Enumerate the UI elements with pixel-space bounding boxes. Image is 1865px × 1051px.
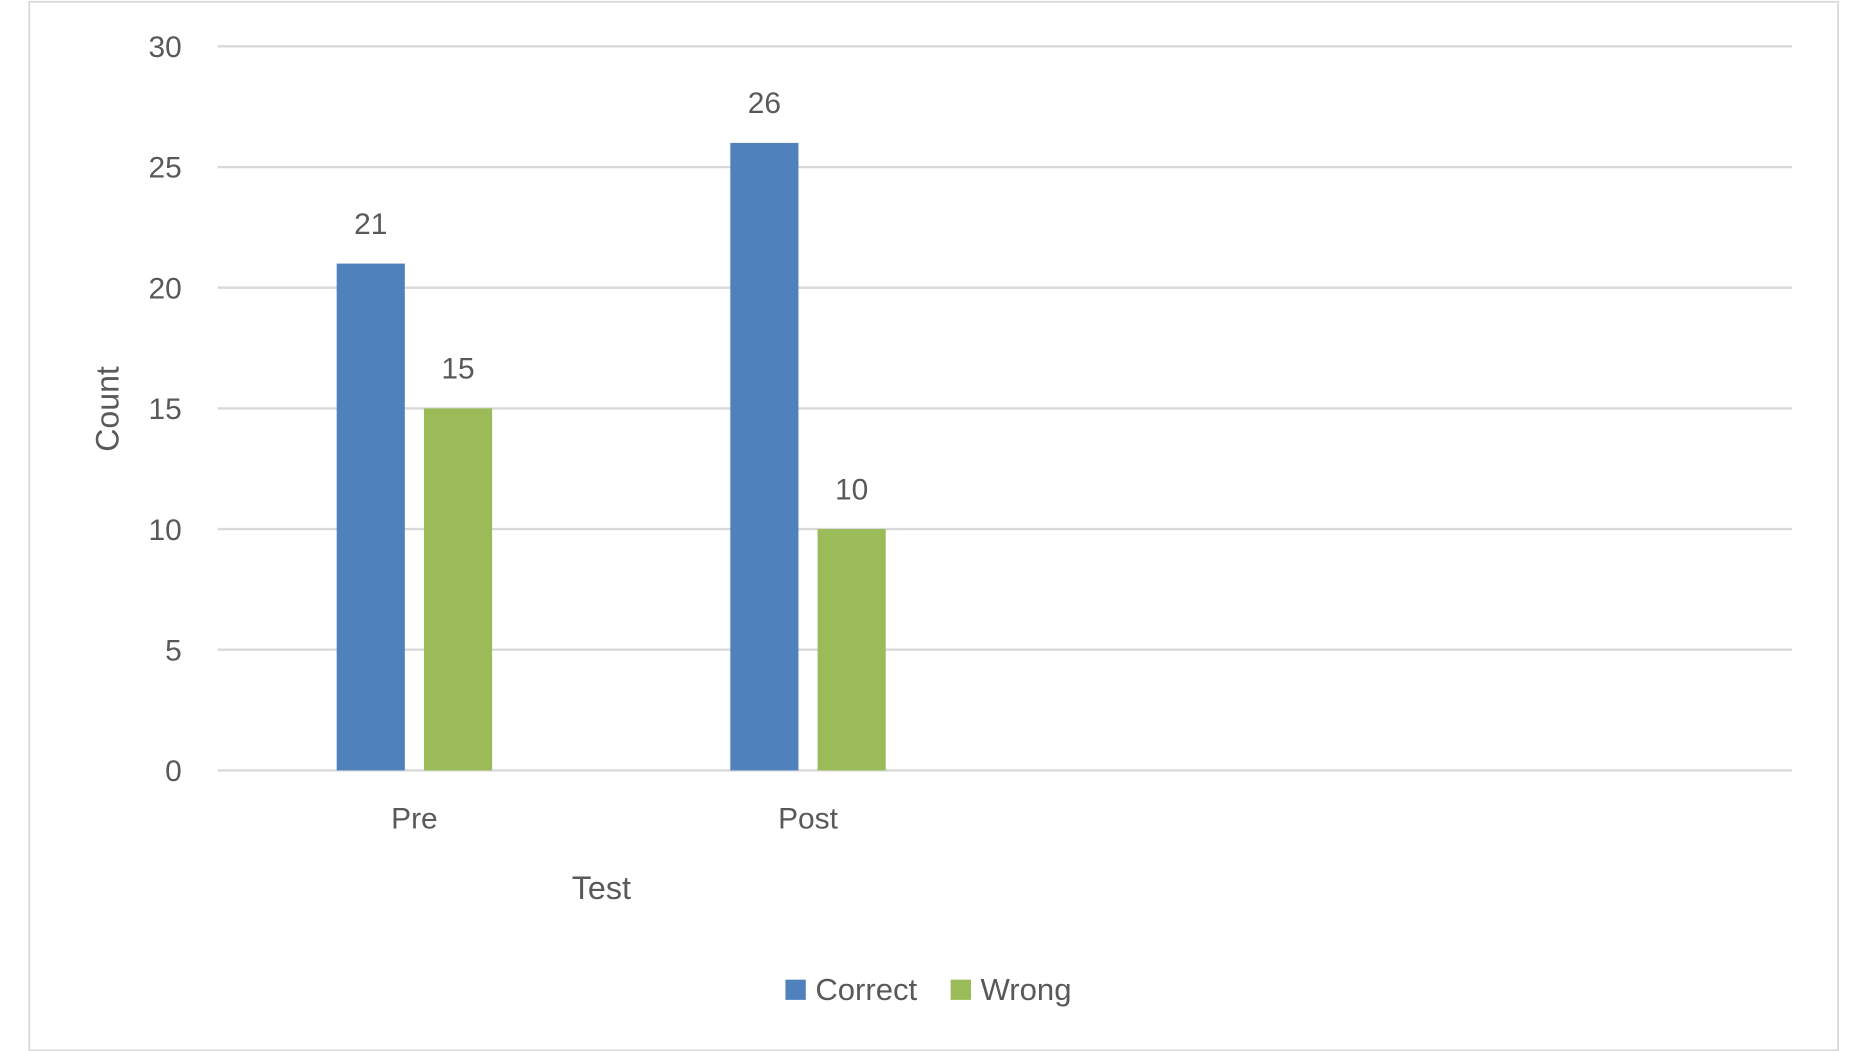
data-label: 15 (441, 353, 474, 386)
x-tick-label: Pre (391, 803, 438, 836)
y-tick-label: 0 (165, 755, 182, 788)
x-axis-title: Test (572, 870, 631, 906)
y-tick-label: 25 (148, 152, 181, 185)
data-label: 10 (835, 473, 868, 506)
y-tick-label: 30 (148, 31, 181, 64)
y-tick-label: 15 (148, 393, 181, 426)
bar-wrong-post (817, 529, 886, 771)
legend-label: Correct (815, 972, 917, 1007)
legend-label: Wrong (981, 972, 1072, 1007)
legend-swatch-wrong (950, 979, 971, 1000)
y-axis-title: Count (89, 366, 125, 452)
data-label: 26 (748, 87, 781, 120)
y-tick-label: 5 (165, 635, 182, 668)
legend: Correct Wrong (785, 972, 1072, 1007)
bar-correct-post (730, 142, 799, 771)
y-tick-label: 10 (148, 514, 181, 547)
x-tick-label: Post (778, 803, 839, 836)
legend-swatch-correct (785, 979, 806, 1000)
chart-frame (28, 0, 1839, 1051)
bar-correct-pre (336, 263, 405, 771)
data-label: 21 (354, 208, 387, 241)
bar-wrong-pre (423, 408, 493, 771)
y-tick-label: 20 (148, 272, 181, 305)
